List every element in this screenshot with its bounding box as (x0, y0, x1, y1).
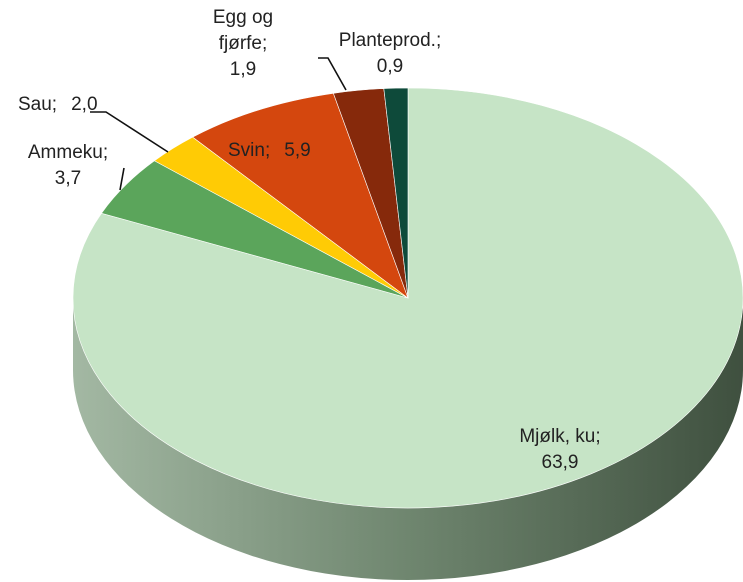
value-label: 63,9 (541, 452, 579, 473)
category-label: Svin; (228, 140, 271, 161)
pie-slice (192, 92, 409, 299)
category-label: Planteprod.; (338, 30, 442, 51)
data-label: Ammeku; 3,7 (18, 140, 118, 192)
pie-sides (73, 298, 743, 580)
data-label: Egg og fjørfe; 1,9 (200, 5, 286, 83)
data-label: Sau; 2,0 (18, 92, 138, 118)
leader-line (318, 57, 347, 91)
value-label: 2,0 (71, 94, 98, 115)
leader-line (90, 111, 169, 153)
category-label: Mjølk, ku; (519, 426, 601, 447)
pie-tops (72, 87, 743, 509)
data-label: Mjølk, ku; 63,9 (490, 424, 630, 476)
value-label: 0,9 (376, 56, 404, 77)
leader-line (119, 167, 125, 191)
pie-slice-side (73, 298, 743, 580)
category-label: Ammeku; (27, 142, 109, 163)
category-label: Egg og fjørfe; (212, 7, 274, 54)
pie-slice (383, 87, 409, 299)
value-label: 3,7 (54, 168, 82, 189)
value-label: 1,9 (229, 59, 257, 80)
leader-lines (90, 57, 347, 191)
data-label: Svin; 5,9 (228, 138, 348, 164)
data-label: Planteprod.; 0,9 (315, 28, 465, 80)
category-label: Sau; (18, 94, 58, 115)
value-label: 5,9 (284, 140, 311, 161)
